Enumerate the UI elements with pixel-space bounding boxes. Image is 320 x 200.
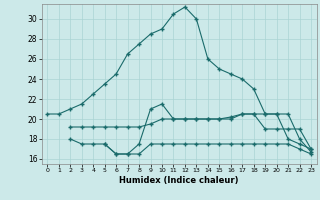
X-axis label: Humidex (Indice chaleur): Humidex (Indice chaleur) [119, 176, 239, 185]
